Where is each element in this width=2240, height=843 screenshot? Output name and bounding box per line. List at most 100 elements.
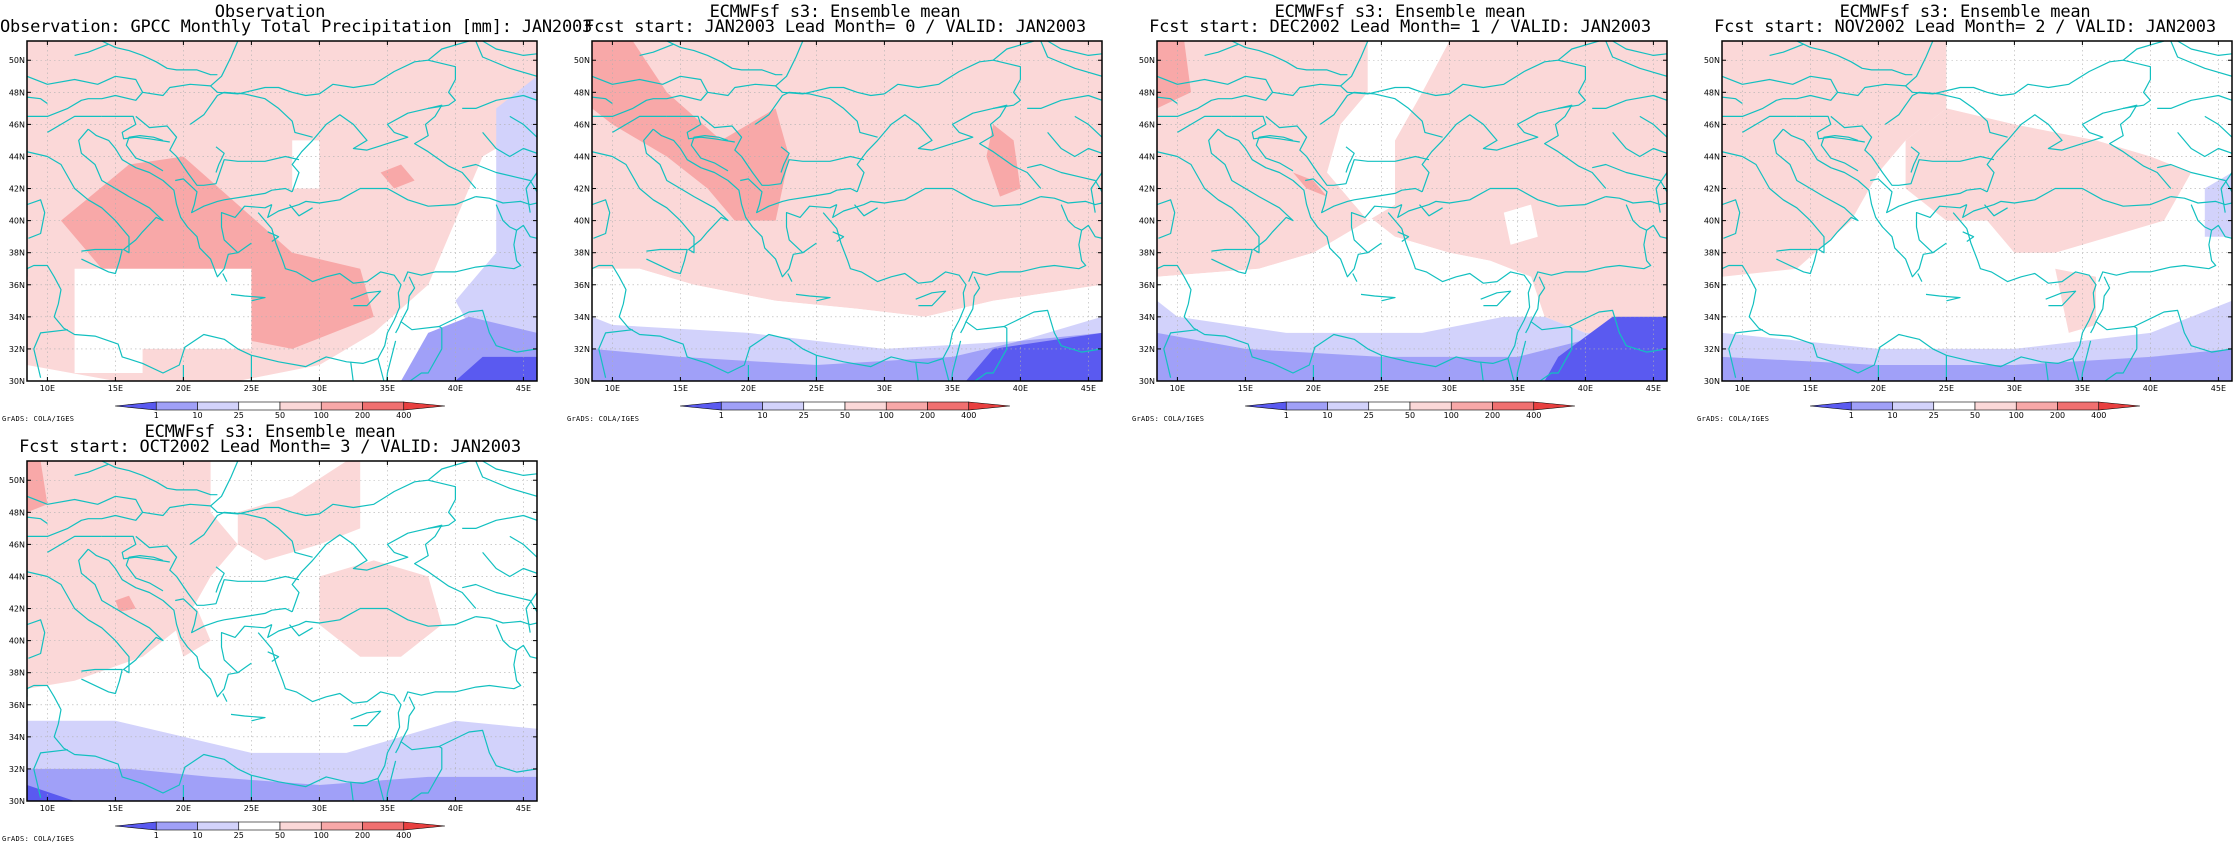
precip-shaded-region xyxy=(1340,41,1450,221)
coastline xyxy=(135,535,300,606)
coastline xyxy=(27,96,48,104)
colorbar-label: 200 xyxy=(1485,411,1500,420)
y-tick-label: 50N xyxy=(1139,56,1155,65)
coastline xyxy=(350,781,354,801)
colorbar-label: 400 xyxy=(2091,411,2106,420)
coastline xyxy=(1539,348,1573,381)
x-tick-label: 45E xyxy=(1646,384,1661,393)
coastline xyxy=(27,548,164,674)
coastline xyxy=(525,172,537,213)
coastline xyxy=(965,276,1102,353)
x-tick-label: 15E xyxy=(108,804,123,813)
x-tick-label: 45E xyxy=(1081,384,1096,393)
coastline xyxy=(1480,361,1484,381)
precip-shaded-region xyxy=(986,124,1021,197)
precip-shaded-region xyxy=(115,595,136,612)
coastline xyxy=(291,524,477,612)
colorbar-label: 100 xyxy=(879,411,894,420)
precip-shaded-region xyxy=(455,356,537,381)
coastline xyxy=(2098,230,2217,282)
coastline xyxy=(267,231,280,242)
coastline xyxy=(87,128,273,278)
colorbar-segment xyxy=(2015,401,2058,411)
coastline xyxy=(968,230,1087,282)
coastline xyxy=(289,624,313,637)
coastline xyxy=(1782,128,1968,278)
coastline xyxy=(2104,348,2138,381)
x-tick-label: 30E xyxy=(1442,384,1457,393)
colorbar-segment xyxy=(1285,401,1328,411)
coastline xyxy=(1592,163,1667,193)
colorbar-segment xyxy=(720,401,763,411)
colorbar-label: 400 xyxy=(396,831,411,840)
colorbar-label: 1 xyxy=(1284,411,1289,420)
x-tick-label: 40E xyxy=(448,384,463,393)
colorbar-label: 50 xyxy=(275,411,285,420)
x-tick-label: 10E xyxy=(1735,384,1750,393)
precip-shaded-region xyxy=(1905,108,2192,253)
coastline xyxy=(403,230,522,282)
panel-title-line2: Fcst start: DEC2002 Lead Month= 1 / VALI… xyxy=(1149,17,1651,37)
precip-map: 10E 15E 20E 25E 30E 35E 40E 45E 30N 32N 34N 36N 38N 4… xyxy=(574,40,1103,420)
coastline xyxy=(1525,321,1532,334)
coastline xyxy=(1003,325,1008,349)
y-tick-label: 32N xyxy=(9,345,25,354)
x-tick-label: 40E xyxy=(1578,384,1593,393)
y-tick-label: 46N xyxy=(9,540,25,549)
coastline xyxy=(1722,228,2097,374)
coastline xyxy=(475,616,537,626)
coastline xyxy=(2122,41,2165,61)
coastline xyxy=(1776,248,1818,275)
coastline xyxy=(2014,59,2151,109)
y-tick-label: 32N xyxy=(574,345,590,354)
coastline xyxy=(802,242,817,254)
y-tick-label: 48N xyxy=(9,88,25,97)
grads-credit: GrADS: COLA/IGES xyxy=(2,835,75,843)
y-tick-label: 40N xyxy=(574,217,590,226)
y-tick-label: 34N xyxy=(574,313,590,322)
coastline xyxy=(856,104,1042,192)
colorbar-segment xyxy=(1409,401,1452,411)
colorbar-label: 50 xyxy=(275,831,285,840)
coastline xyxy=(2204,115,2232,138)
coastline xyxy=(832,187,1042,218)
coastline xyxy=(27,495,320,517)
x-tick-label: 20E xyxy=(741,384,756,393)
coastline xyxy=(210,41,239,87)
precip-shaded-region xyxy=(1157,41,1191,109)
coastline xyxy=(1217,128,1403,278)
colorbar-label: 1 xyxy=(719,411,724,420)
coastline xyxy=(2133,325,2138,349)
colorbar-label: 25 xyxy=(234,831,244,840)
colorbar-segment xyxy=(927,401,970,411)
y-tick-label: 30N xyxy=(574,377,590,386)
colorbar-segment xyxy=(1450,401,1493,411)
map-frame xyxy=(26,40,538,382)
colorbar-label: 10 xyxy=(757,411,767,420)
coastline xyxy=(2177,132,2232,158)
y-tick-label: 48N xyxy=(1139,88,1155,97)
coastline xyxy=(267,607,477,638)
y-tick-label: 44N xyxy=(574,152,590,161)
coastline xyxy=(2177,41,2232,57)
x-tick-label: 20E xyxy=(176,804,191,813)
coastline xyxy=(1592,94,1667,110)
colorbar-segment xyxy=(197,401,240,411)
coastline xyxy=(1255,135,1294,172)
coastline xyxy=(1516,340,1527,381)
map-frame xyxy=(1156,40,1668,382)
x-tick-label: 20E xyxy=(176,384,191,393)
map-plot-area xyxy=(1157,41,1667,381)
coastline xyxy=(1612,41,1667,57)
coastline xyxy=(482,132,537,158)
coastline xyxy=(1605,196,1667,206)
coastline xyxy=(1925,293,1961,302)
map-frame xyxy=(1721,40,2233,382)
colorbar: 1 10 25 50 100 200 400 xyxy=(1809,401,2141,420)
coastline xyxy=(101,41,218,76)
coastline xyxy=(992,41,1035,61)
map-frame xyxy=(591,40,1103,382)
precip-shaded-region xyxy=(27,768,537,801)
coastline xyxy=(612,115,667,133)
coastline xyxy=(482,552,537,578)
